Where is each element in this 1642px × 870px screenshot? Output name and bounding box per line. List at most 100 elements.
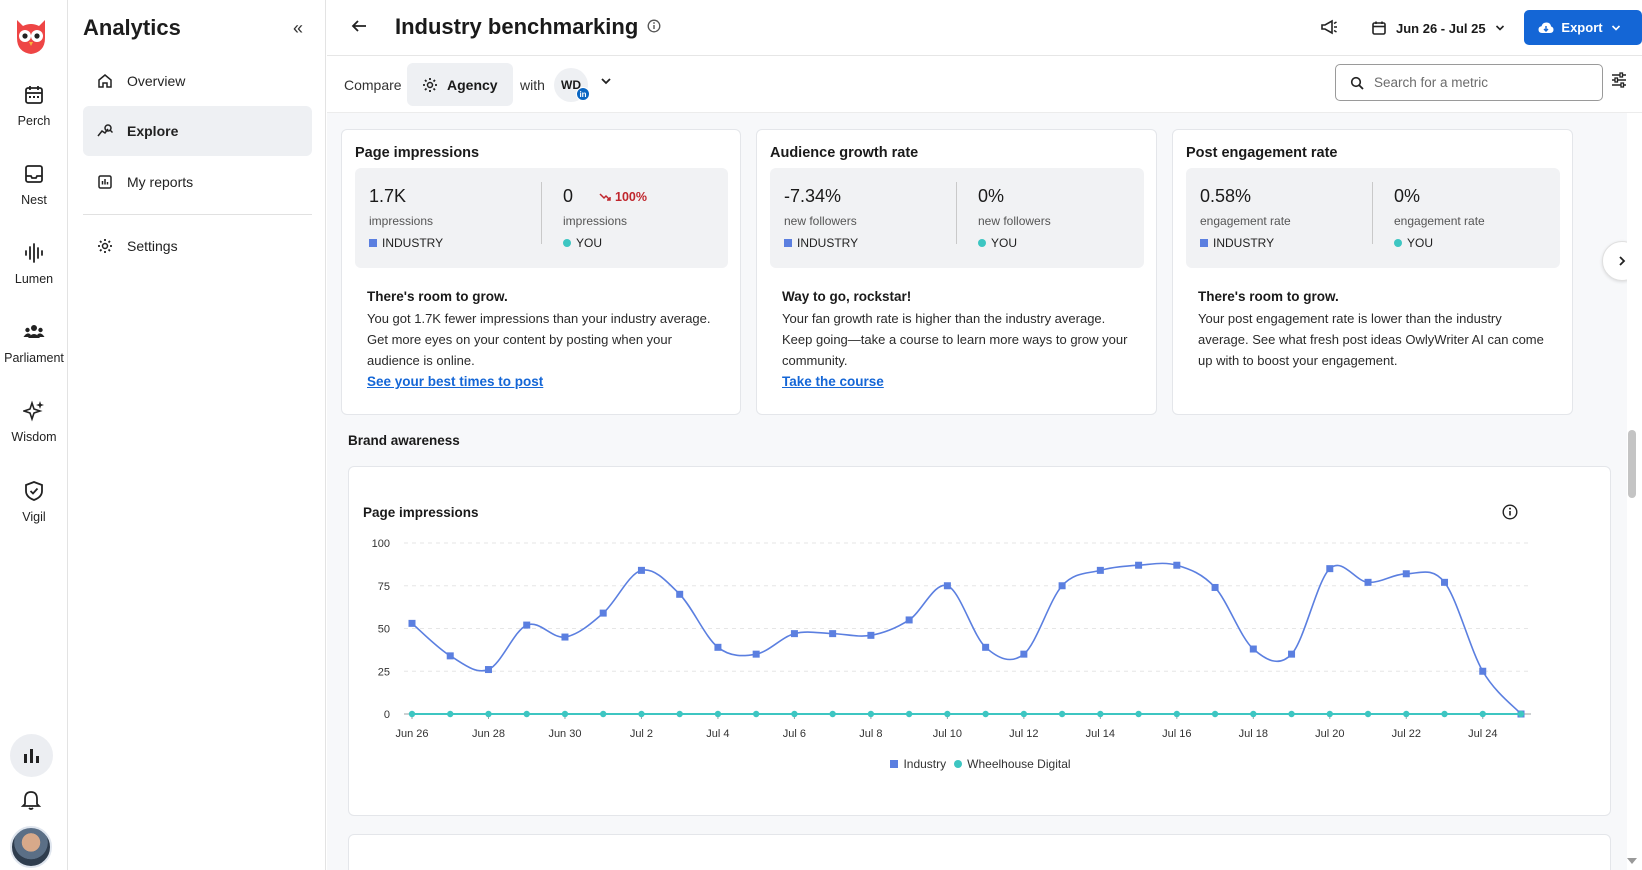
rail-item-wisdom[interactable]: Wisdom [0, 400, 68, 444]
data-point-wheelhouse [1097, 710, 1104, 718]
rail-item-vigil[interactable]: Vigil [0, 480, 68, 524]
stat-divider [541, 182, 542, 244]
data-point-industry [484, 666, 492, 674]
you-value: 0 100% [563, 186, 647, 206]
x-tick-label: Jun 28 [472, 728, 505, 740]
rail-label: Nest [21, 193, 47, 207]
industry-square-icon [784, 239, 792, 247]
data-point-industry [905, 616, 913, 624]
x-tick-label: Jul 16 [1162, 728, 1191, 740]
bar-chart-icon [24, 749, 39, 763]
you-dot-icon [1394, 239, 1402, 247]
chart-title: Page impressions [363, 505, 479, 520]
next-chart-card [348, 834, 1611, 870]
data-point-wheelhouse [561, 710, 569, 718]
chart-legend: Industry Wheelhouse Digital [349, 757, 1612, 771]
data-point-wheelhouse [791, 710, 798, 718]
rail-item-perch[interactable]: Perch [0, 84, 68, 128]
date-range-picker[interactable]: Jun 26 - Jul 25 [1371, 15, 1514, 41]
with-label: with [520, 77, 545, 93]
data-point-wheelhouse [408, 710, 416, 718]
data-point-industry [982, 643, 990, 651]
data-point-industry [829, 630, 837, 638]
nav-item-label: My reports [127, 174, 194, 190]
data-point-industry [1020, 650, 1028, 658]
y-tick-label: 0 [384, 709, 390, 721]
nav-item-label: Overview [127, 73, 186, 89]
wheelhouse-dot-icon [954, 760, 963, 768]
carousel-next-button[interactable] [1602, 241, 1627, 281]
industry-unit: impressions [369, 214, 434, 228]
industry-value: -7.34% [784, 186, 842, 206]
chevron-right-icon [1619, 256, 1626, 266]
data-point-wheelhouse [1020, 710, 1028, 718]
data-point-industry [867, 631, 875, 639]
data-point-wheelhouse [905, 710, 913, 718]
x-tick-label: Jul 20 [1315, 728, 1344, 740]
info-icon[interactable] [647, 19, 661, 33]
data-point-wheelhouse [867, 710, 875, 718]
rail-label: Perch [17, 114, 51, 128]
data-point-wheelhouse [1326, 710, 1333, 718]
scroll-down-arrow-icon[interactable] [1627, 858, 1637, 864]
chevron-down-icon[interactable] [599, 74, 613, 88]
industry-legend: INDUSTRY [1200, 236, 1274, 250]
nav-item-overview[interactable]: Overview [83, 56, 312, 106]
people-icon [23, 325, 45, 338]
account-avatar[interactable]: WD in [554, 68, 590, 102]
export-button[interactable]: Export [1524, 10, 1642, 45]
industry-legend: INDUSTRY [784, 236, 858, 250]
legend-item-wheelhouse[interactable]: Wheelhouse Digital [954, 757, 1071, 771]
take-course-link[interactable]: Take the course [782, 374, 884, 389]
you-legend: YOU [1394, 236, 1433, 250]
owl-logo-icon[interactable] [9, 14, 53, 58]
analytics-nav: Analytics « Overview Explore My reports … [68, 0, 326, 870]
data-point-wheelhouse [1250, 710, 1257, 718]
x-tick-label: Jul 6 [783, 728, 806, 740]
megaphone-icon[interactable] [1320, 18, 1338, 36]
data-point-industry [1173, 561, 1181, 569]
data-point-industry [1326, 565, 1334, 573]
data-point-industry [752, 650, 760, 658]
nav-item-settings[interactable]: Settings [83, 221, 312, 271]
data-point-wheelhouse [1364, 710, 1372, 718]
insight-headline: There's room to grow. [1198, 289, 1339, 304]
collapse-nav-icon[interactable]: « [293, 18, 304, 38]
bell-icon[interactable] [20, 789, 42, 811]
x-tick-label: Jul 12 [1009, 728, 1038, 740]
rail-label: Vigil [22, 510, 46, 524]
industry-legend: INDUSTRY [369, 236, 443, 250]
rail-item-analytics[interactable] [10, 734, 53, 777]
filter-sliders-icon[interactable] [1611, 72, 1627, 88]
legend-item-industry[interactable]: Industry [890, 757, 946, 771]
search-icon [1350, 76, 1364, 90]
rail-item-lumen[interactable]: Lumen [0, 242, 68, 286]
metric-card-page-impressions: Page impressions 1.7K impressions INDUST… [341, 129, 741, 415]
search-input[interactable] [1374, 75, 1584, 90]
data-point-wheelhouse [1211, 710, 1219, 718]
section-title: Brand awareness [348, 433, 460, 448]
info-icon[interactable] [1502, 504, 1518, 520]
industry-unit: engagement rate [1200, 214, 1291, 228]
nav-item-my-reports[interactable]: My reports [83, 157, 312, 207]
metric-card-post-engagement: Post engagement rate 0.58% engagement ra… [1172, 129, 1573, 415]
metric-search[interactable] [1335, 64, 1603, 101]
export-label: Export [1561, 20, 1603, 35]
rail-item-nest[interactable]: Nest [0, 163, 68, 207]
industry-value: 0.58% [1200, 186, 1252, 206]
linkedin-icon: in [576, 87, 590, 101]
agency-selector[interactable]: Agency [407, 63, 513, 106]
scrollbar-thumb[interactable] [1628, 430, 1636, 498]
rail-item-parliament[interactable]: Parliament [0, 321, 68, 365]
user-avatar[interactable] [10, 826, 52, 868]
x-tick-label: Jul 4 [706, 728, 729, 740]
stat-comparison: -7.34% new followers INDUSTRY 0% new fol… [770, 168, 1144, 268]
data-point-wheelhouse [752, 710, 760, 718]
data-point-industry [1135, 561, 1143, 569]
nav-item-explore[interactable]: Explore [83, 106, 312, 156]
best-times-link[interactable]: See your best times to post [367, 374, 544, 389]
back-arrow-icon[interactable] [350, 17, 368, 35]
data-point-wheelhouse [944, 710, 951, 718]
insight-body: You got 1.7K fewer impressions than your… [367, 311, 711, 368]
data-point-wheelhouse [1288, 710, 1295, 718]
